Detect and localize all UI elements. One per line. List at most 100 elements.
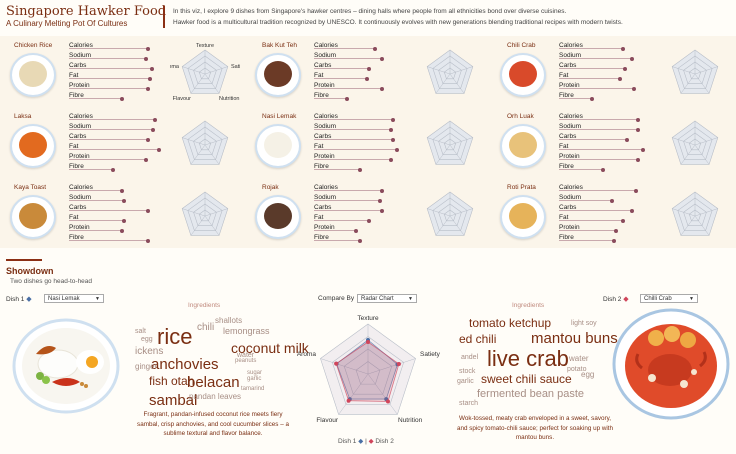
radar-spoke: [680, 144, 696, 165]
nutrient-bar: [69, 238, 150, 243]
nutrient-label: Fat: [314, 143, 324, 150]
radar-spoke: [449, 66, 473, 75]
nutrient-bar: [314, 66, 371, 71]
ingredient-word: tomato ketchup: [469, 316, 552, 330]
ingredient-word: belacan: [187, 374, 240, 391]
nutrient-bar: [69, 228, 124, 233]
radar-spoke: [694, 66, 718, 75]
nutrient-bar: [69, 56, 148, 61]
radar-spoke: [694, 144, 710, 165]
nutrient-label: Sodium: [314, 52, 337, 59]
nutrient-label: Calories: [69, 184, 93, 191]
nutrient-bar: [559, 218, 625, 223]
radar-grid-ring: [193, 61, 217, 85]
nutrient-bar: [69, 137, 150, 142]
nutrient-label: Carbs: [559, 204, 577, 211]
dish2-select[interactable]: Chilli Crab ▼: [640, 294, 698, 303]
nutrient-dot: [610, 198, 614, 203]
radar-axis-label: Satiety: [420, 351, 440, 358]
radar-spoke: [435, 215, 451, 236]
radar-axis-label: Flavour: [173, 96, 192, 102]
nutrient-bar: [314, 137, 395, 142]
nutrient-label: Calories: [314, 42, 338, 49]
dish-food: [509, 61, 537, 87]
radar-grid-ring: [438, 132, 462, 156]
nutrient-bar: [69, 96, 124, 101]
nutrient-label: Fat: [69, 72, 79, 79]
ingredient-word: mantou buns: [531, 330, 618, 347]
radar-point: [385, 399, 390, 404]
nutrient-label: Sodium: [559, 52, 582, 59]
nutrient-dot: [391, 117, 395, 122]
nutrient-label: Fibre: [314, 92, 329, 99]
nutrient-label: Fibre: [69, 234, 84, 241]
nutrient-dot: [632, 86, 636, 91]
intro-text: In this viz, I explore 9 dishes from Sin…: [163, 6, 733, 28]
nutrient-bar: [314, 86, 384, 91]
compare-select[interactable]: Radar Chart ▼: [357, 294, 417, 303]
nutrient-dot: [146, 137, 150, 142]
nutrient-dot: [120, 188, 124, 193]
nutrient-bar: [69, 66, 154, 71]
radar-point: [396, 361, 401, 366]
dish-image: [10, 53, 56, 97]
radar-grid-ring: [343, 348, 393, 395]
radar-spoke: [694, 208, 718, 217]
nutrient-dot: [120, 228, 124, 233]
nutrient-dot: [146, 86, 150, 91]
nutrient-label: Protein: [314, 82, 335, 89]
radar-grid-ring: [671, 191, 719, 236]
ingredient-word: chili: [197, 322, 215, 333]
nutrient-bar: [559, 56, 634, 61]
nutrient-bar: [69, 167, 115, 172]
radar-axis-label: Nutrition: [219, 96, 239, 102]
radar-grid-ring: [432, 197, 468, 231]
nutrient-bar: [314, 56, 384, 61]
dish-image: [255, 195, 301, 239]
intro-line-2: Hawker food is a multicultural tradition…: [173, 19, 623, 26]
nutrient-dot: [122, 198, 126, 203]
radar-spoke: [680, 215, 696, 236]
nutrient-label: Fibre: [559, 92, 574, 99]
nutrient-label: Protein: [559, 224, 580, 231]
showdown-title: Showdown: [6, 266, 54, 276]
dish1-select[interactable]: Nasi Lemak ▼: [44, 294, 104, 303]
nutrient-label: Calories: [559, 184, 583, 191]
radar-grid-ring: [193, 203, 217, 227]
ingredients-label-2: Ingredients: [512, 302, 545, 309]
nutrient-dot: [612, 238, 616, 243]
intro-line-1: In this viz, I explore 9 dishes from Sin…: [173, 8, 567, 15]
radar-spoke: [694, 215, 710, 236]
nutrient-dot: [157, 147, 161, 152]
nutrient-dot: [614, 228, 618, 233]
dish1-description: Fragrant, pandan-infused coconut rice me…: [137, 411, 289, 437]
radar-grid-ring: [443, 138, 457, 151]
radar-grid-ring: [432, 126, 468, 160]
nutrient-bar: [69, 117, 157, 122]
ingredient-word: water: [237, 352, 255, 359]
ingredient-word: starch: [459, 400, 479, 407]
nutrient-bar: [314, 96, 349, 101]
nutrient-dot: [636, 157, 640, 162]
dish-card: Roti Prata Calories Sodium Carbs Fat Protein F…: [490, 178, 735, 249]
dish2-diamond-icon: ◆: [623, 296, 629, 303]
radar-spoke: [190, 73, 206, 94]
radar-spoke: [449, 208, 473, 217]
dish-image: [255, 124, 301, 168]
dish-grid: [0, 36, 736, 248]
chevron-down-icon: ▼: [408, 296, 413, 302]
radar-grid-ring: [181, 120, 229, 165]
nutrient-dot: [389, 157, 393, 162]
nutrient-bar: [559, 117, 640, 122]
dish-card: Bak Kut Teh Calories Sodium Carbs Fat Protein…: [245, 36, 490, 107]
ingredient-word: shallots: [215, 316, 243, 325]
nutrient-bar: [314, 157, 393, 162]
legend-dish2-label: Dish 2: [375, 438, 394, 445]
ingredient-word: egg: [581, 370, 595, 379]
radar-spoke: [338, 373, 369, 415]
nutrient-dot: [378, 198, 382, 203]
nutrient-bar: [69, 157, 148, 162]
dish-food: [509, 203, 537, 229]
nutrient-dot: [630, 56, 634, 61]
nutrient-label: Carbs: [69, 204, 87, 211]
